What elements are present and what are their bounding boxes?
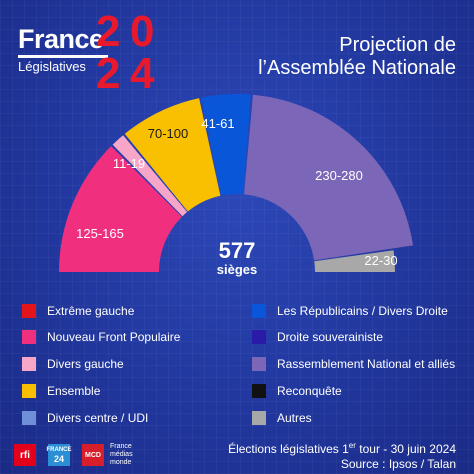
legend-swatch	[22, 411, 36, 425]
total-seats: 577	[219, 238, 256, 263]
mcd-logo: MCD	[82, 444, 104, 466]
title-line-1: Projection de	[339, 34, 456, 56]
brand-year: 2 0 2 4	[94, 10, 164, 96]
brand-underline	[18, 55, 108, 58]
fmm-logo: France médias monde	[110, 443, 133, 467]
rfi-logo: rfi	[14, 444, 36, 466]
segment-label: 11-19	[113, 156, 145, 171]
legend-swatch	[252, 304, 266, 318]
legend-item: Rassemblement National et alliés	[252, 355, 455, 373]
legend-item: Les Républicains / Divers Droite	[252, 302, 448, 320]
legend-item: Divers gauche	[22, 355, 124, 373]
fmm-logo-line: France	[110, 443, 132, 450]
legend-label: Reconquête	[277, 384, 342, 398]
footer-election-sup: er	[348, 441, 356, 450]
hemicycle-segment	[124, 98, 221, 212]
legend-swatch	[22, 304, 36, 318]
brand-legislatives: Législatives	[18, 59, 86, 74]
fmm-logo-line: monde	[110, 459, 132, 466]
legend-item: Divers centre / UDI	[22, 409, 148, 427]
legend-item: Reconquête	[252, 382, 342, 400]
segment-label: 41-61	[201, 116, 234, 131]
page-title: Projection de l’Assemblée Nationale	[196, 34, 456, 80]
footer-election-line: Élections législatives 1er tour - 30 jui…	[228, 438, 456, 457]
footer-election-date: tour - 30 juin 2024	[355, 442, 456, 456]
legend-item: Ensemble	[22, 382, 100, 400]
hemicycle-segment	[201, 94, 251, 196]
france24-logo-top: FRANCE	[46, 446, 72, 453]
year-digit: 4	[130, 49, 155, 98]
legend-item: Extrême gauche	[22, 302, 134, 320]
france24-logo: FRANCE 24	[46, 444, 72, 466]
total-seats-unit: sièges	[217, 262, 257, 277]
brand-france: France	[18, 24, 104, 54]
hemicycle-segment	[59, 146, 182, 272]
legend-label: Ensemble	[47, 384, 101, 398]
legend-swatch	[22, 357, 36, 371]
hemicycle-segment	[314, 250, 395, 272]
legend-item: Autres	[252, 409, 312, 427]
segment-label: 70-100	[148, 126, 188, 141]
legend-swatch	[252, 384, 266, 398]
footer-source: Source : Ipsos / Talan	[340, 457, 456, 471]
legend-swatch	[252, 411, 266, 425]
legend-swatch	[22, 330, 36, 344]
partner-logos: rfi FRANCE 24 MCD France médias monde	[14, 442, 133, 468]
legend-label: Autres	[277, 411, 312, 425]
fmm-logo-line: médias	[110, 451, 133, 458]
year-digit: 2	[96, 7, 121, 56]
legend-item: Nouveau Front Populaire	[22, 328, 180, 346]
hemicycle-segment	[112, 135, 188, 217]
france24-logo-bottom: 24	[53, 453, 64, 464]
legend-item: Droite souverainiste	[252, 328, 383, 346]
legend-label: Divers gauche	[47, 357, 124, 371]
legend-label: Nouveau Front Populaire	[47, 330, 181, 344]
legend-label: Divers centre / UDI	[47, 411, 149, 425]
legend-label: Extrême gauche	[47, 304, 135, 318]
year-digit: 0	[130, 7, 155, 56]
footer-election-text: Élections législatives 1	[228, 442, 349, 456]
legend-label: Droite souverainiste	[277, 330, 384, 344]
footer: Élections législatives 1er tour - 30 jui…	[228, 438, 456, 472]
hemicycle-segment	[244, 94, 414, 261]
title-line-2: l’Assemblée Nationale	[258, 57, 456, 79]
legend-swatch	[252, 357, 266, 371]
year-digit: 2	[96, 49, 121, 98]
segment-label: 125-165	[76, 226, 124, 241]
segment-label: 230-280	[315, 168, 363, 183]
legend-label: Les Républicains / Divers Droite	[277, 304, 448, 318]
segment-label: 22-30	[364, 253, 397, 268]
legend-swatch	[22, 384, 36, 398]
legend-label: Rassemblement National et alliés	[277, 357, 456, 371]
legend-swatch	[252, 330, 266, 344]
